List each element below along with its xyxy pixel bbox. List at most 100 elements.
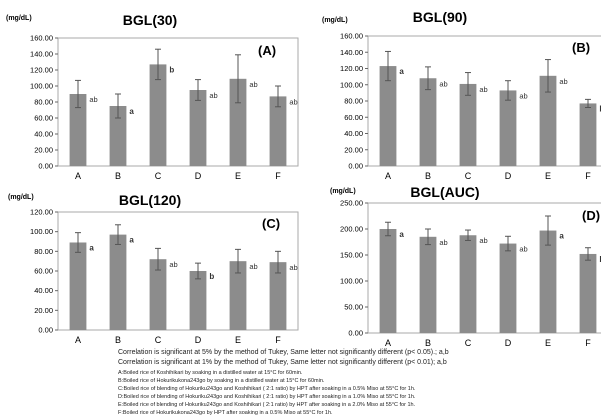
significance-letter-F: b (599, 255, 601, 264)
significance-letter-D: ab (519, 91, 527, 100)
significance-letter-A: a (89, 243, 94, 252)
y-tick-label: 20.00 (34, 306, 53, 315)
x-tick-label-C: C (155, 171, 162, 181)
y-axis-unit: (mg/dL) (322, 17, 348, 24)
y-tick-label: 150.00 (340, 251, 363, 260)
x-tick-label-D: D (505, 171, 512, 181)
panel-label: (A) (258, 43, 276, 58)
x-tick-label-F: F (585, 338, 591, 348)
y-tick-label: 0.00 (38, 162, 53, 171)
x-tick-label-C: C (155, 335, 162, 345)
footnote-sample-e: E:Boiled rice of blending of Hokuriku243… (118, 402, 416, 408)
panel-label: (D) (582, 208, 600, 223)
significance-letter-D: ab (519, 245, 527, 254)
bar-E (229, 78, 247, 166)
x-tick-label-B: B (425, 338, 431, 348)
footnote-sample-d: D:Boiled rice of blending of Hokuriku243… (118, 394, 416, 400)
bar-E (539, 230, 557, 333)
y-tick-label: 0.00 (348, 329, 363, 338)
x-tick-label-D: D (195, 171, 202, 181)
y-axis-unit: (mg/dL) (8, 194, 34, 201)
significance-letter-F: b (599, 104, 601, 113)
bar-C (459, 235, 477, 333)
y-tick-label: 60.00 (34, 267, 53, 276)
bar-B (419, 236, 437, 333)
footnote-sample-a: A:Boiled rice of Koshihikari by soaking … (118, 370, 303, 376)
panel-label: (C) (262, 216, 280, 231)
y-tick-label: 60.00 (344, 113, 363, 122)
bar-F (579, 103, 597, 166)
bar-E (229, 261, 247, 330)
panel-label: (B) (572, 40, 590, 55)
x-tick-label-B: B (115, 171, 121, 181)
x-tick-label-F: F (275, 171, 281, 181)
x-tick-label-F: F (585, 171, 591, 181)
y-tick-label: 80.00 (34, 247, 53, 256)
y-tick-label: 250.00 (340, 199, 363, 208)
x-tick-label-D: D (505, 338, 512, 348)
y-axis-unit: (mg/dL) (6, 15, 32, 22)
significance-letter-F: ab (289, 263, 297, 272)
y-tick-label: 20.00 (34, 146, 53, 155)
significance-letter-C: ab (479, 85, 487, 94)
x-tick-label-C: C (465, 171, 472, 181)
x-tick-label-F: F (275, 335, 281, 345)
footnote-sample-b: B:Boiled rice of Hokurikukona243go by so… (118, 378, 325, 384)
x-tick-label-E: E (235, 171, 241, 181)
y-tick-label: 120.00 (340, 64, 363, 73)
footnote-significance-1pct: Correlation is significant at 1% by the … (118, 359, 447, 366)
y-tick-label: 80.00 (344, 97, 363, 106)
significance-letter-F: ab (289, 97, 297, 106)
chart-panel-0: BGL(30) (mg/dL) 0.00 20.00 40.00 60.00 80.00 10… (6, 12, 299, 181)
bar-A (69, 94, 87, 166)
x-tick-label-A: A (385, 171, 391, 181)
bar-C (149, 64, 167, 166)
chart-title: BGL(90) (413, 9, 467, 25)
significance-letter-D: b (209, 272, 214, 281)
significance-letter-C: ab (479, 236, 487, 245)
bar-B (109, 234, 127, 330)
bar-E (539, 75, 557, 166)
chart-panel-1: BGL(90) (mg/dL) 0.00 20.00 40.00 60.00 80.00 10… (322, 9, 601, 181)
y-tick-label: 60.00 (34, 114, 53, 123)
significance-letter-C: b (169, 65, 174, 74)
y-tick-label: 0.00 (38, 326, 53, 335)
y-tick-label: 160.00 (340, 32, 363, 41)
chart-panel-2: BGL(120) (mg/dL) 0.00 20.00 40.00 60.00 80.00 1… (8, 192, 299, 345)
bar-A (379, 66, 397, 166)
significance-letter-B: a (129, 236, 134, 245)
significance-letter-E: a (559, 232, 564, 241)
x-tick-label-B: B (425, 171, 431, 181)
y-tick-label: 40.00 (344, 129, 363, 138)
x-tick-label-A: A (385, 338, 391, 348)
x-tick-label-E: E (545, 171, 551, 181)
significance-letter-B: a (129, 107, 134, 116)
y-tick-label: 80.00 (34, 98, 53, 107)
bar-F (269, 262, 287, 330)
bar-B (109, 106, 127, 166)
y-tick-label: 200.00 (340, 225, 363, 234)
y-axis-unit: (mg/dL) (330, 188, 356, 195)
x-tick-label-D: D (195, 335, 202, 345)
significance-letter-E: ab (559, 77, 567, 86)
y-tick-label: 100.00 (340, 80, 363, 89)
significance-letter-C: ab (169, 260, 177, 269)
y-tick-label: 40.00 (34, 130, 53, 139)
x-tick-label-A: A (75, 171, 81, 181)
chart-title: BGL(30) (123, 12, 177, 28)
bar-D (189, 271, 207, 330)
significance-letter-A: a (399, 67, 404, 76)
chart-title: BGL(120) (119, 192, 181, 208)
significance-letter-A: a (399, 230, 404, 239)
y-tick-label: 40.00 (34, 286, 53, 295)
y-tick-label: 0.00 (348, 162, 363, 171)
bar-D (499, 90, 517, 166)
significance-letter-D: ab (209, 91, 217, 100)
footnote-sample-f: F:Boiled rice of Hokurikukona243go by HP… (118, 410, 333, 416)
chart-panel-3: BGL(AUC) (mg/dL) 0.00 50.00 100.00 150.00 200.… (330, 184, 601, 348)
y-tick-label: 20.00 (344, 145, 363, 154)
y-tick-label: 100.00 (30, 227, 53, 236)
x-tick-label-E: E (545, 338, 551, 348)
x-tick-label-B: B (115, 335, 121, 345)
